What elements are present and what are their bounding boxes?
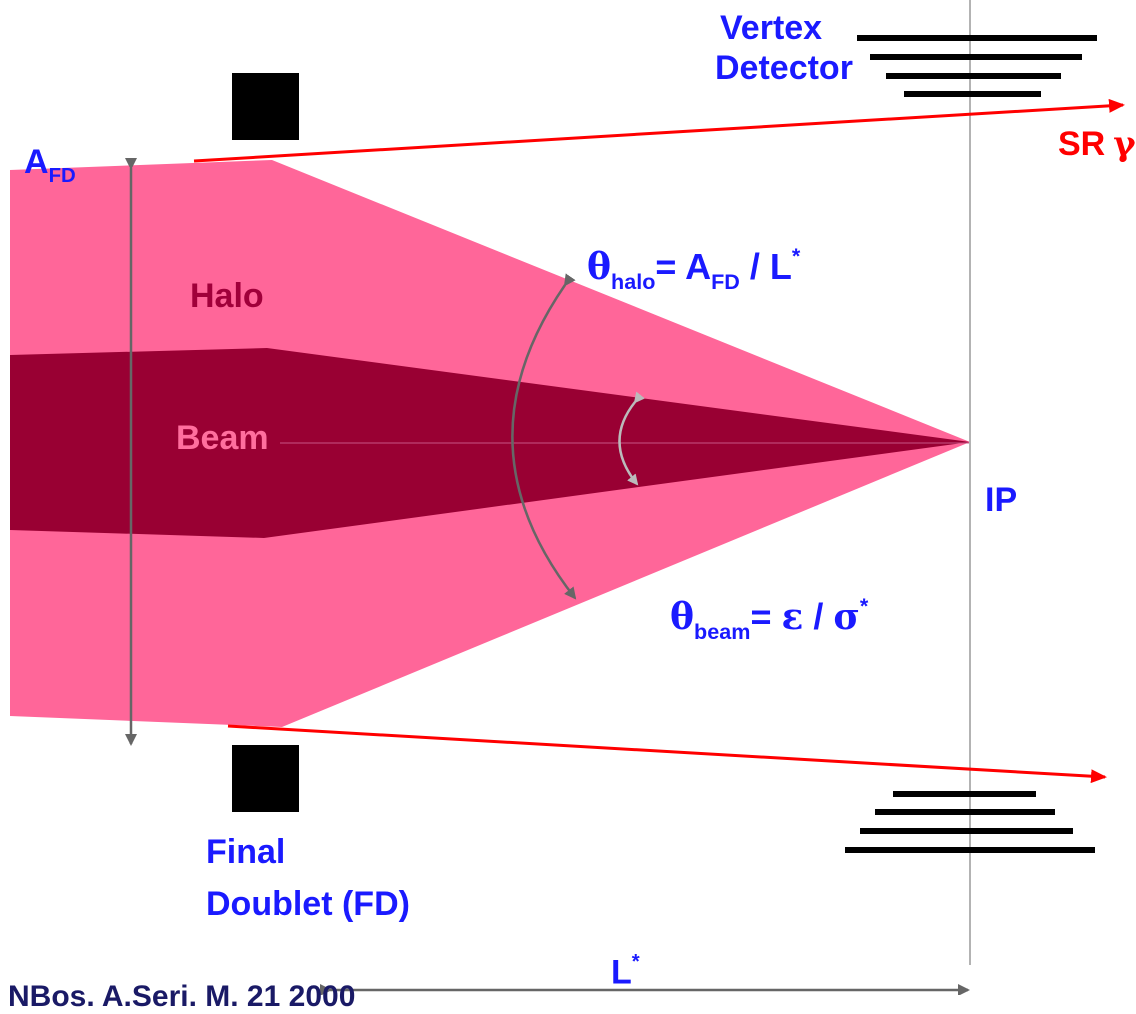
theta-beam-sigma: σ [833,596,860,639]
aperture-label-main: A [24,143,49,181]
lstar-sup: * [631,951,640,973]
footer-credit: NBos. A.Seri. M. 21 2000 [8,980,356,1013]
vertex-label-line2: Detector [715,49,853,87]
sr-gamma-label: SR γ [1058,124,1136,164]
aperture-label: AFD [24,142,76,196]
sr-ray-top [193,98,1125,163]
aperture-label-sub: FD [48,165,76,188]
theta-halo-eq-sub: FD [711,268,740,294]
theta-halo-symbol: θ [587,246,612,289]
theta-halo-sub: halo [611,268,656,294]
theta-beam-sub: beam [694,618,751,644]
sr-ray-bottom [227,724,1107,784]
theta-halo-sup: * [791,243,801,268]
vertex-detector-bottom [845,791,1095,853]
final-doublet-label: Final Doublet (FD) [206,826,410,930]
lstar-main: L [611,953,632,992]
theta-beam-eq: = [750,596,782,638]
vertex-label-line1: Vertex [720,9,823,47]
final-doublet-magnet-top [232,73,299,140]
theta-beam-sup: * [859,593,869,618]
theta-beam-formula: θbeam= ε / σ* [670,584,868,654]
halo-label: Halo [190,277,264,315]
vertex-detector-label: Vertex Detector [715,8,853,88]
theta-beam-slash: / [803,596,834,638]
theta-halo-tail: / L [739,246,792,288]
theta-halo-eq: = A [655,246,712,288]
theta-halo-formula: θhalo= AFD / L* [587,234,800,304]
theta-beam-symbol: θ [670,596,695,639]
lstar-label: L* [611,942,640,992]
sr-gamma-symbol: γ [1113,124,1136,164]
sr-label-text: SR [1058,125,1106,163]
final-doublet-line1: Final [206,833,286,871]
theta-beam-arc [618,391,645,486]
beam-label: Beam [176,419,269,457]
theta-halo-arc [511,273,577,600]
final-doublet-magnet-bottom [232,745,299,812]
theta-beam-epsilon: ε [781,596,804,639]
vertex-detector-top [857,35,1097,97]
final-doublet-line2: Doublet (FD) [206,885,410,923]
ip-label: IP [985,481,1018,519]
